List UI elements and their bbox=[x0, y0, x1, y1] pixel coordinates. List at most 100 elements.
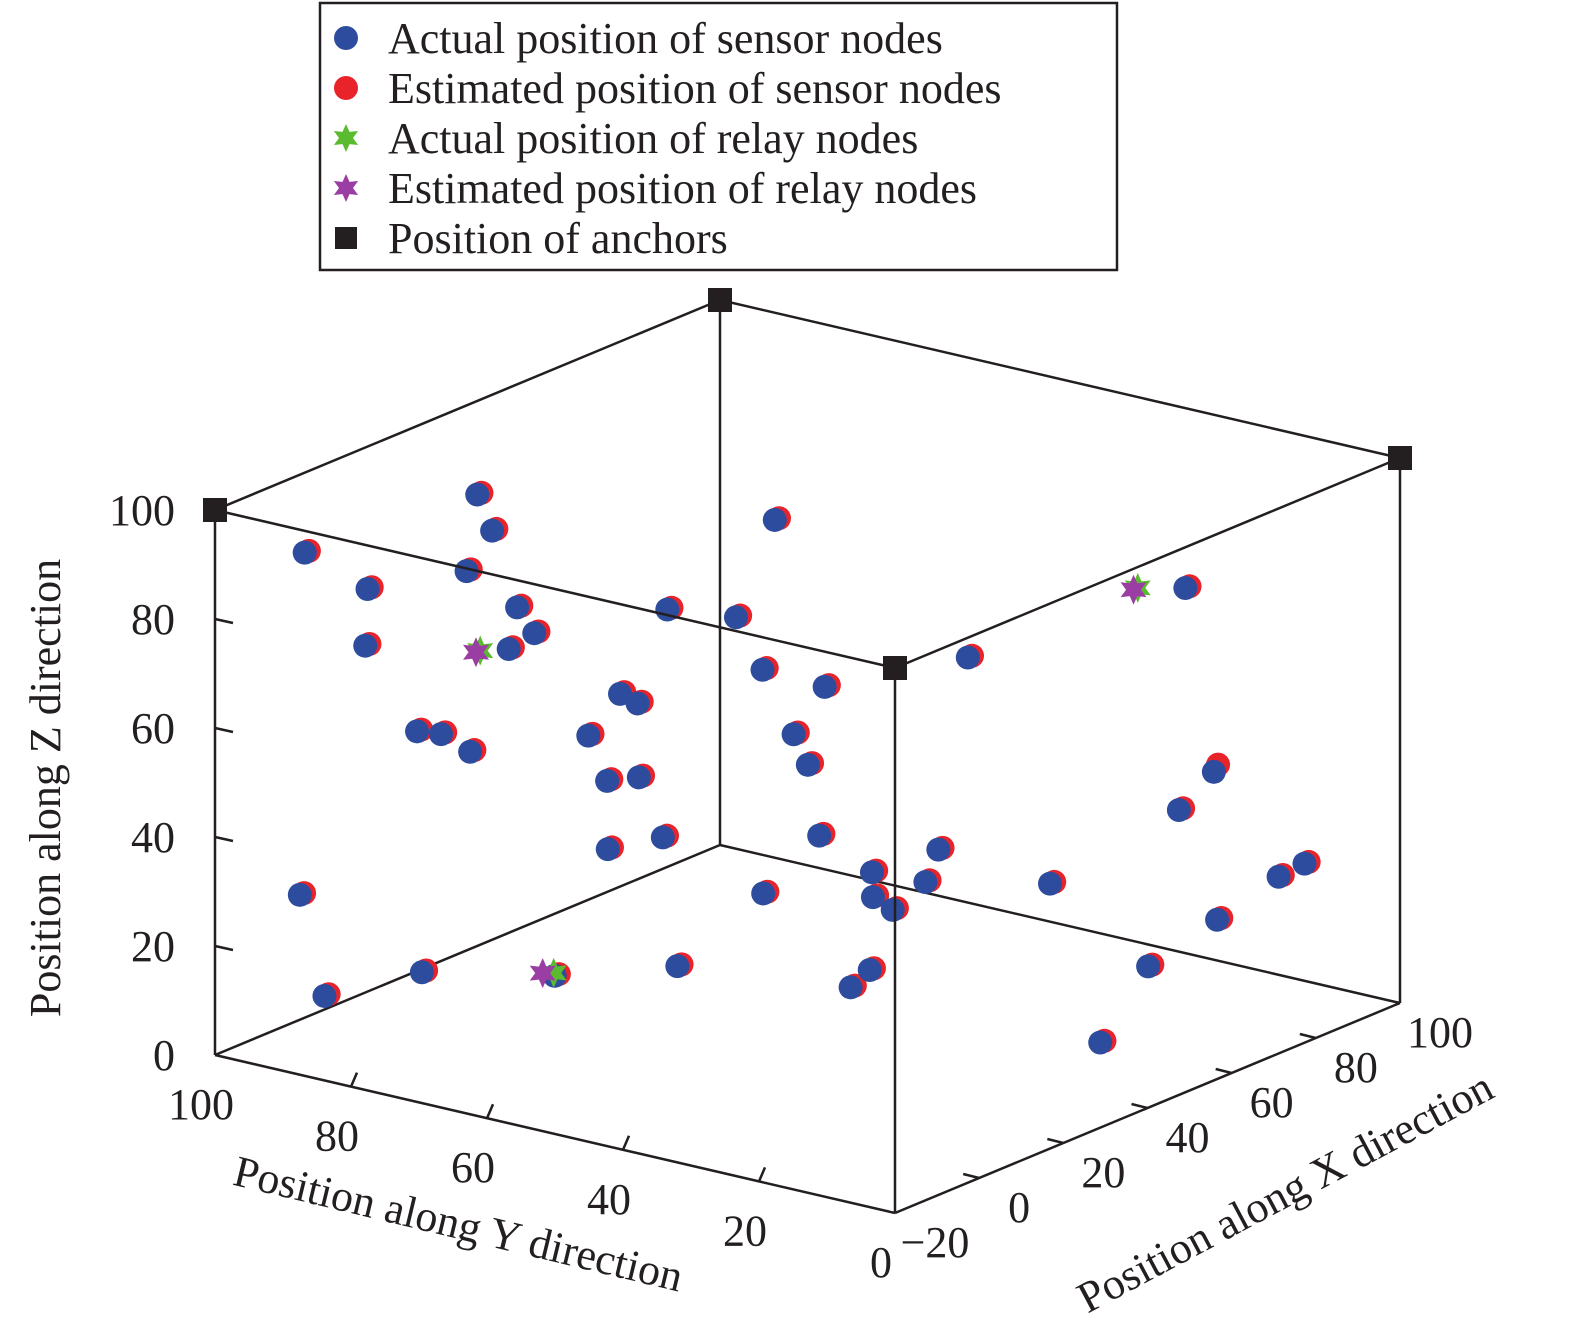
y-tick-label: 60 bbox=[451, 1143, 495, 1192]
x-tick-label: 40 bbox=[1166, 1113, 1210, 1162]
actual-sensor-node bbox=[807, 823, 832, 848]
y-tick-mark bbox=[757, 1166, 767, 1182]
actual-sensor-node bbox=[955, 645, 980, 670]
actual-sensor-node bbox=[795, 752, 820, 777]
legend-box bbox=[318, 1, 1119, 272]
z-tick-label: 0 bbox=[153, 1031, 175, 1080]
x-tick-label: 60 bbox=[1250, 1078, 1294, 1127]
box-edge bbox=[719, 298, 1401, 460]
y-tick-label: 0 bbox=[870, 1238, 892, 1287]
y-tick-label: 20 bbox=[723, 1206, 767, 1255]
legend-label-estimated_relay: Estimated position of relay nodes bbox=[388, 164, 977, 213]
x-tick-label: 80 bbox=[1334, 1043, 1378, 1092]
box-edge bbox=[214, 843, 721, 1057]
actual-sensor-node bbox=[857, 958, 882, 983]
legend-label-anchor: Position of anchors bbox=[388, 214, 728, 263]
estimated-relay-node bbox=[463, 637, 489, 668]
z-tick-label: 80 bbox=[131, 595, 175, 644]
actual-sensor-node bbox=[1266, 864, 1291, 889]
z-tick-mark bbox=[214, 835, 234, 843]
legend-marker-anchor bbox=[335, 227, 357, 249]
actual-sensor-node bbox=[405, 719, 430, 744]
actual-sensor-node bbox=[1088, 1030, 1113, 1055]
legend: Actual position of sensor nodesEstimated… bbox=[318, 1, 1119, 272]
actual-sensor-node bbox=[762, 507, 787, 532]
actual-sensor-node bbox=[1201, 759, 1226, 784]
y-tick-label: 80 bbox=[315, 1112, 359, 1161]
x-tick-label: −20 bbox=[901, 1218, 970, 1267]
z-tick-mark bbox=[214, 726, 234, 734]
legend-label-actual_relay: Actual position of relay nodes bbox=[388, 114, 918, 163]
box-edge bbox=[894, 456, 1401, 670]
actual-sensor-node bbox=[625, 691, 650, 716]
actual-sensor-node bbox=[665, 954, 690, 979]
legend-marker-actual_sensor bbox=[334, 26, 358, 50]
actual-sensor-node bbox=[751, 881, 776, 906]
actual-sensor-node bbox=[1038, 871, 1063, 896]
box-edge bbox=[214, 1053, 896, 1215]
actual-sensor-node bbox=[1205, 907, 1230, 932]
actual-sensor-node bbox=[465, 482, 490, 507]
x-tick-mark bbox=[1047, 1137, 1064, 1145]
z-tick-mark bbox=[214, 944, 234, 952]
box-edge bbox=[719, 843, 1401, 1005]
actual-sensor-node bbox=[576, 723, 601, 748]
z-axis-title: Position along Z direction bbox=[21, 559, 70, 1017]
actual-sensor-node bbox=[595, 768, 620, 793]
actual-sensor-node bbox=[595, 837, 620, 862]
actual-sensor-node bbox=[750, 657, 775, 682]
actual-sensor-node bbox=[355, 577, 380, 601]
data-markers bbox=[203, 288, 1412, 1055]
x-tick-mark bbox=[1215, 1067, 1232, 1075]
actual-sensor-node bbox=[496, 637, 521, 662]
actual-sensor-node bbox=[926, 837, 951, 862]
actual-sensor-node bbox=[458, 739, 483, 764]
actual-sensor-node bbox=[608, 681, 633, 706]
actual-sensor-node bbox=[723, 605, 748, 630]
estimated-relay-node bbox=[1120, 574, 1147, 605]
axes-box-front bbox=[213, 298, 1402, 1215]
y-tick-mark bbox=[621, 1135, 631, 1151]
z-tick-label: 40 bbox=[131, 813, 175, 862]
legend-marker-actual_relay bbox=[333, 124, 359, 152]
y-tick-label: 40 bbox=[587, 1175, 631, 1224]
actual-sensor-node bbox=[505, 595, 530, 620]
x-tick-label: 100 bbox=[1407, 1008, 1473, 1057]
actual-sensor-node bbox=[522, 621, 547, 646]
actual-sensor-node bbox=[859, 860, 884, 885]
box-edge bbox=[214, 298, 721, 512]
actual-sensor-node bbox=[626, 765, 651, 790]
legend-marker-estimated_relay bbox=[333, 174, 359, 202]
actual-sensor-node bbox=[880, 897, 905, 922]
legend-marker-estimated_sensor bbox=[334, 76, 358, 100]
actual-sensor-node bbox=[860, 885, 885, 910]
actual-sensor-node bbox=[353, 633, 378, 658]
x-tick-mark bbox=[1299, 1032, 1317, 1040]
actual-sensor-node bbox=[812, 674, 837, 699]
actual-sensor-node bbox=[312, 983, 337, 1008]
actual-sensor-node bbox=[1136, 954, 1161, 979]
actual-sensor-node bbox=[409, 960, 434, 985]
actual-sensor-node bbox=[428, 722, 453, 747]
actual-sensor-node bbox=[287, 882, 312, 907]
z-tick-label: 60 bbox=[131, 704, 175, 753]
z-tick-label: 100 bbox=[109, 486, 175, 535]
x-tick-label: 20 bbox=[1081, 1148, 1125, 1197]
actual-sensor-node bbox=[650, 825, 675, 850]
actual-sensor-node bbox=[913, 870, 938, 895]
actual-sensor-node bbox=[480, 518, 505, 543]
actual-sensor-node bbox=[292, 540, 317, 565]
legend-label-estimated_sensor: Estimated position of sensor nodes bbox=[388, 64, 1002, 113]
actual-sensor-node bbox=[1166, 798, 1191, 823]
actual-relay-node bbox=[540, 957, 567, 988]
box-edge bbox=[214, 508, 896, 670]
legend-label-actual_sensor: Actual position of sensor nodes bbox=[388, 14, 943, 63]
x-tick-mark bbox=[962, 1172, 980, 1180]
x-tick-label: 0 bbox=[1008, 1183, 1030, 1232]
axes-box-back bbox=[214, 300, 1401, 1057]
y-tick-mark bbox=[485, 1103, 495, 1119]
actual-sensor-node bbox=[781, 722, 806, 747]
actual-sensor-node bbox=[1292, 851, 1317, 876]
